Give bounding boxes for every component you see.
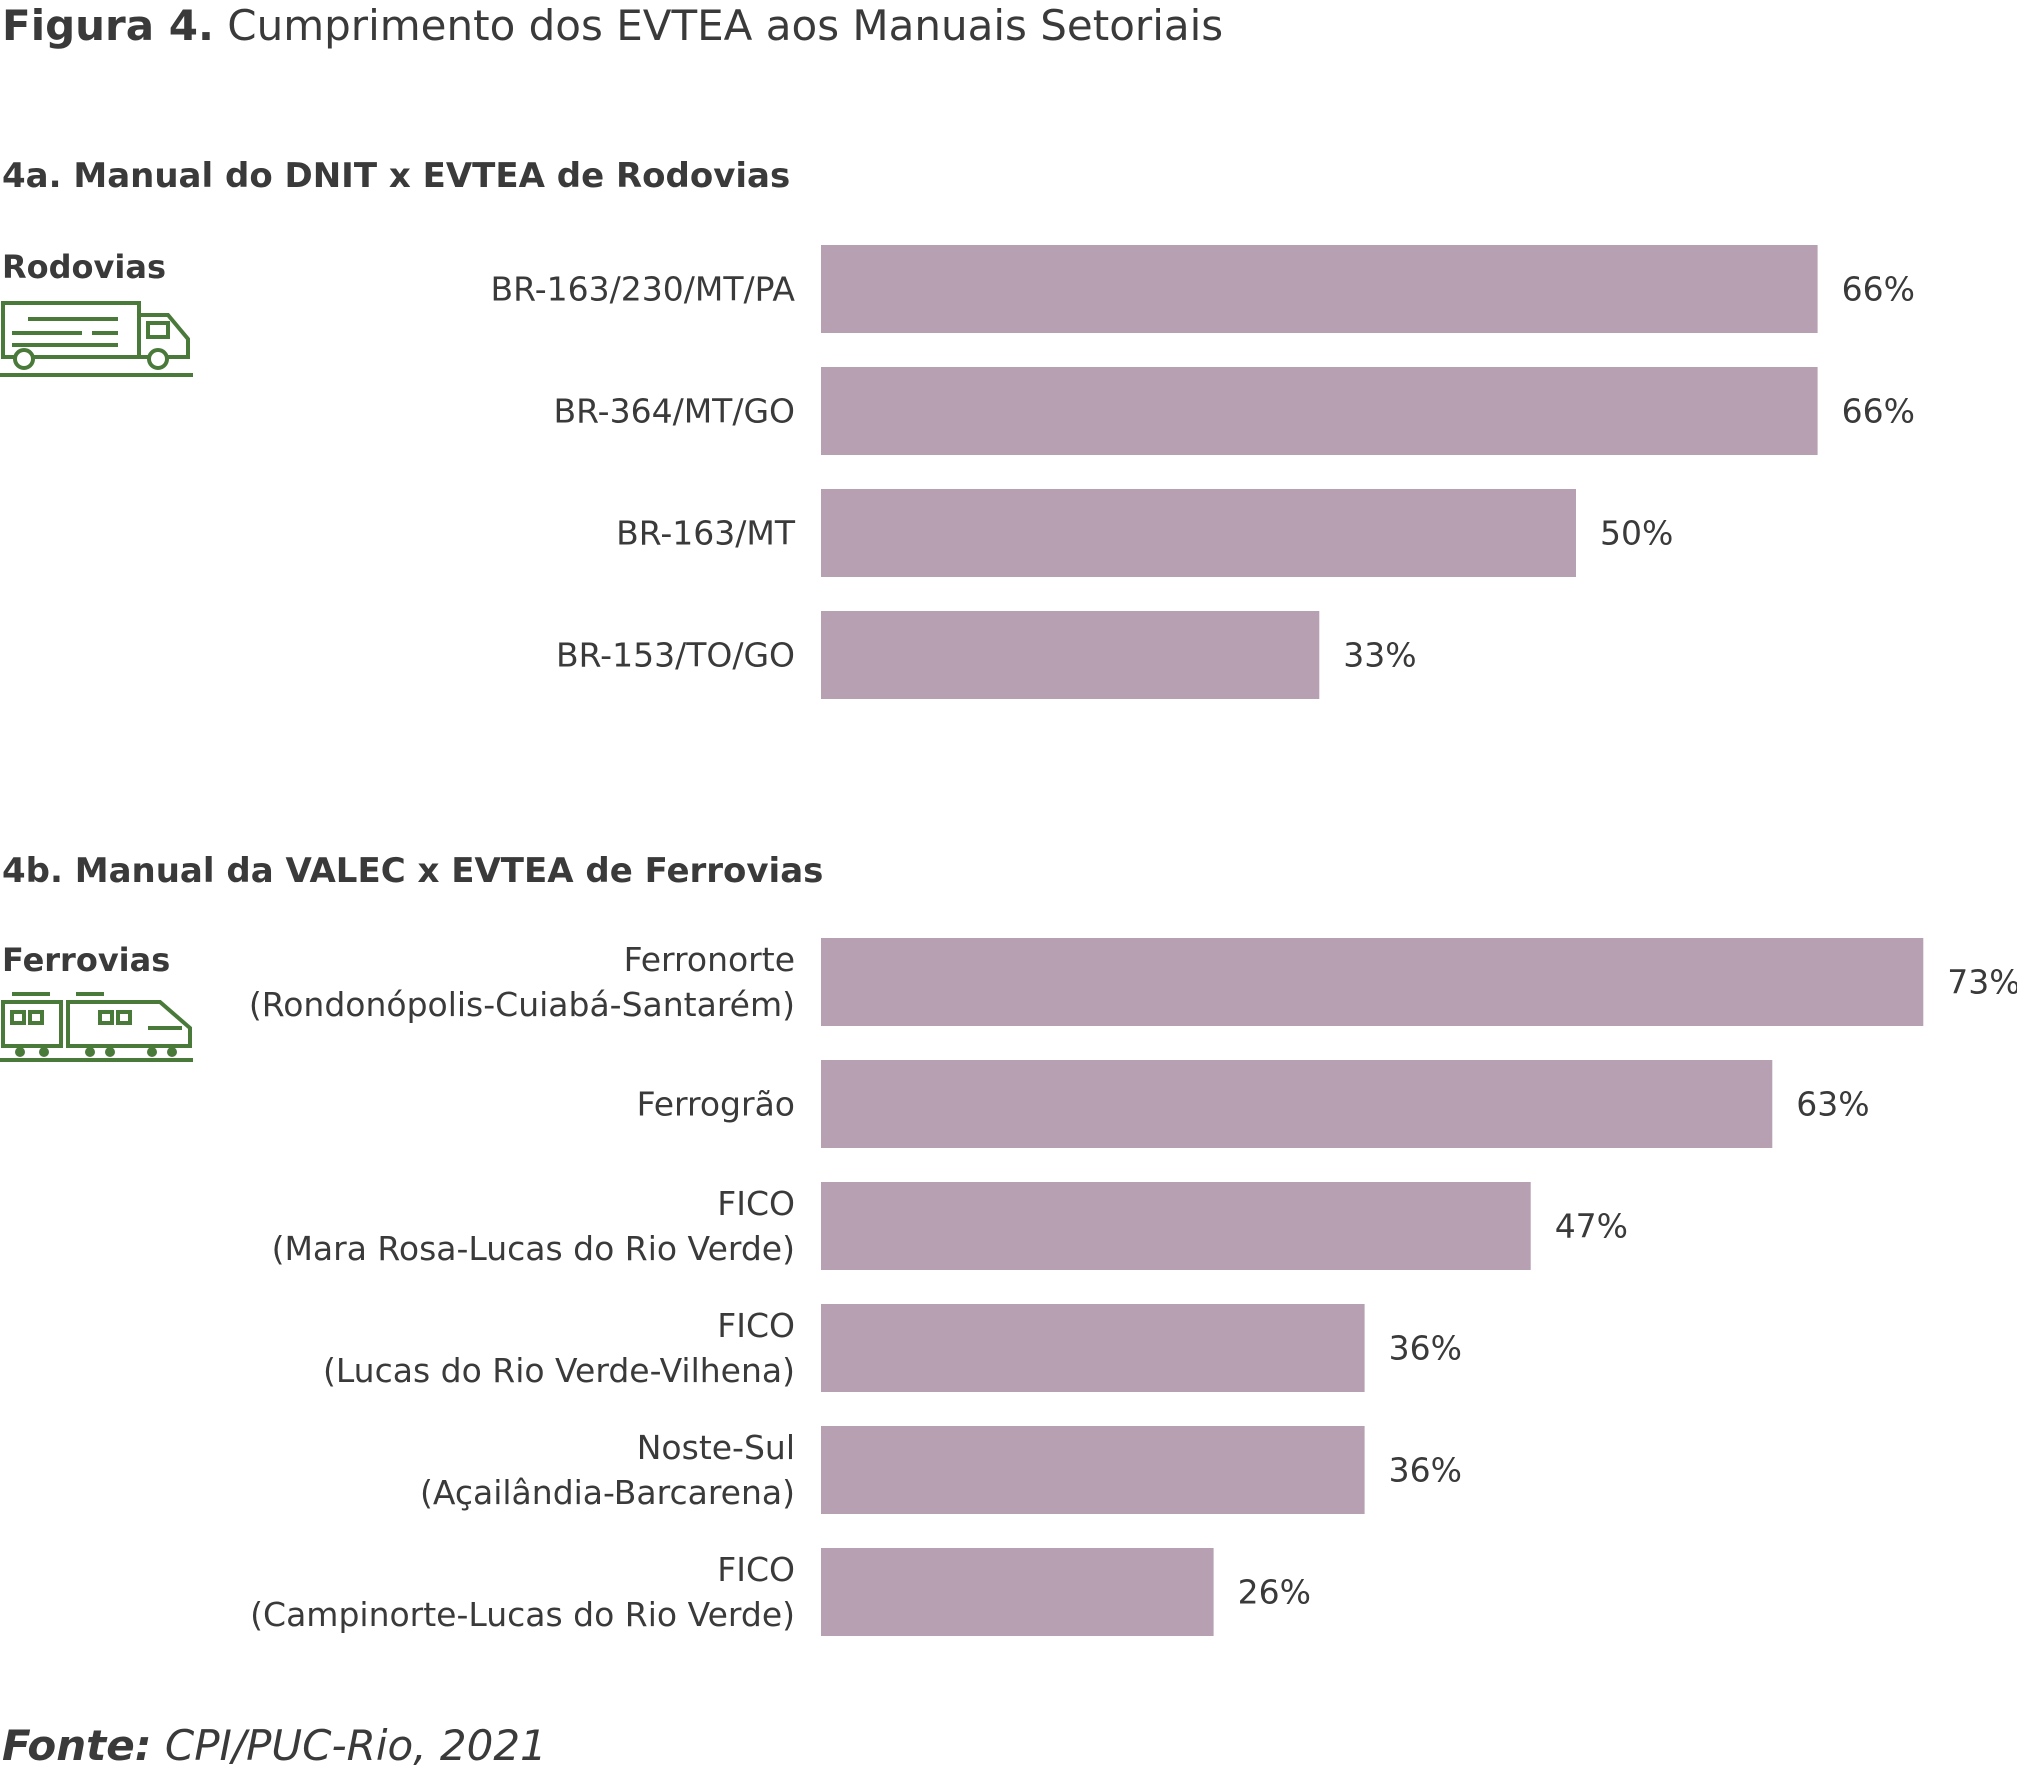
ferrovias-category-label-1: Ferrogrão (637, 1085, 795, 1124)
ferrovias-category-label-2: FICO (Mara Rosa-Lucas do Rio Verde) (272, 1184, 795, 1268)
chart-ferrovias: Ferronorte (Rondonópolis-Cuiabá-Santarém)… (249, 938, 2017, 1636)
ferrovias-category-label-5-line-0: FICO (717, 1550, 795, 1589)
ferrovias-category-label-1-line-0: Ferrogrão (637, 1085, 795, 1124)
figure-title: Figura 4. Cumprimento dos EVTEA aos Manu… (2, 0, 1223, 52)
ferrovias-category-label-5: FICO (Campinorte-Lucas do Rio Verde) (250, 1550, 795, 1634)
truck-icon (0, 301, 193, 377)
ferrovias-category-label-2-line-0: FICO (717, 1184, 795, 1223)
ferrovias-category-label-4-line-1: (Açailândia-Barcarena) (420, 1473, 795, 1512)
ferrovias-category-label-0-line-1: (Rondonópolis-Cuiabá-Santarém) (249, 985, 795, 1024)
rodovias-category-label-0: BR-163/230/MT/PA (491, 270, 796, 309)
rodovias-category-label-2-line-0: BR-163/MT (616, 514, 796, 553)
rodovias-value-label-3: 33% (1343, 636, 1416, 675)
ferrovias-bar-3 (821, 1304, 1365, 1392)
source-text: CPI/PUC-Rio, 2021 (164, 1721, 547, 1770)
chart-rodovias: BR-163/230/MT/PA 66% BR-364/MT/GO 66% BR-163… (491, 245, 1915, 699)
figure-title-prefix: Figura 4. (2, 1, 214, 50)
rodovias-category-label-2: BR-163/MT (616, 514, 796, 553)
ferrovias-category-label-3-line-1: (Lucas do Rio Verde-Vilhena) (323, 1351, 795, 1390)
ferrovias-bar-5 (821, 1548, 1214, 1636)
panel-b-title: 4b. Manual da VALEC x EVTEA de Ferrovias (2, 851, 824, 891)
ferrovias-bar-0 (821, 938, 1924, 1026)
rodovias-value-label-2: 50% (1600, 514, 1673, 553)
rodovias-category-label-0-line-0: BR-163/230/MT/PA (491, 270, 796, 309)
ferrovias-value-label-5: 26% (1238, 1573, 1311, 1612)
rodovias-bar-3 (821, 611, 1320, 699)
ferrovias-value-label-4: 36% (1389, 1451, 1462, 1490)
ferrovias-value-label-1: 63% (1796, 1085, 1869, 1124)
ferrovias-category-label-3-line-0: FICO (717, 1306, 795, 1345)
source-prefix: Fonte: (2, 1721, 152, 1770)
ferrovias-category-label-2-line-1: (Mara Rosa-Lucas do Rio Verde) (272, 1229, 795, 1268)
rodovias-category-label-3: BR-153/TO/GO (556, 636, 795, 675)
figure-title-text: Cumprimento dos EVTEA aos Manuais Setori… (227, 1, 1224, 50)
source-note: Fonte: CPI/PUC-Rio, 2021 (2, 1720, 547, 1772)
rodovias-bar-2 (821, 489, 1576, 577)
ferrovias-category-label-4-line-0: Noste-Sul (637, 1428, 795, 1467)
ferrovias-category-label-4: Noste-Sul (Açailândia-Barcarena) (420, 1428, 795, 1512)
train-icon (0, 992, 193, 1062)
rodovias-bar-0 (821, 245, 1818, 333)
ferrovias-category-label-0: Ferronorte (Rondonópolis-Cuiabá-Santarém) (249, 940, 795, 1024)
rodovias-bar-1 (821, 367, 1818, 455)
ferrovias-category-label-5-line-1: (Campinorte-Lucas do Rio Verde) (250, 1595, 795, 1634)
ferrovias-category-label-0-line-0: Ferronorte (624, 940, 795, 979)
ferrovias-value-label-0: 73% (1947, 963, 2017, 1002)
ferrovias-bar-4 (821, 1426, 1365, 1514)
ferrovias-value-label-3: 36% (1389, 1329, 1462, 1368)
ferrovias-bar-1 (821, 1060, 1773, 1148)
rodovias-value-label-1: 66% (1842, 392, 1915, 431)
panel-a-title: 4a. Manual do DNIT x EVTEA de Rodovias (2, 156, 791, 196)
rodovias-category-label-3-line-0: BR-153/TO/GO (556, 636, 795, 675)
ferrovias-category-label-3: FICO (Lucas do Rio Verde-Vilhena) (323, 1306, 795, 1390)
section-label-ferrovias: Ferrovias (2, 941, 171, 979)
ferrovias-value-label-2: 47% (1555, 1207, 1628, 1246)
section-label-rodovias: Rodovias (2, 248, 166, 286)
ferrovias-bar-2 (821, 1182, 1531, 1270)
rodovias-value-label-0: 66% (1842, 270, 1915, 309)
rodovias-category-label-1-line-0: BR-364/MT/GO (553, 392, 795, 431)
rodovias-category-label-1: BR-364/MT/GO (553, 392, 795, 431)
